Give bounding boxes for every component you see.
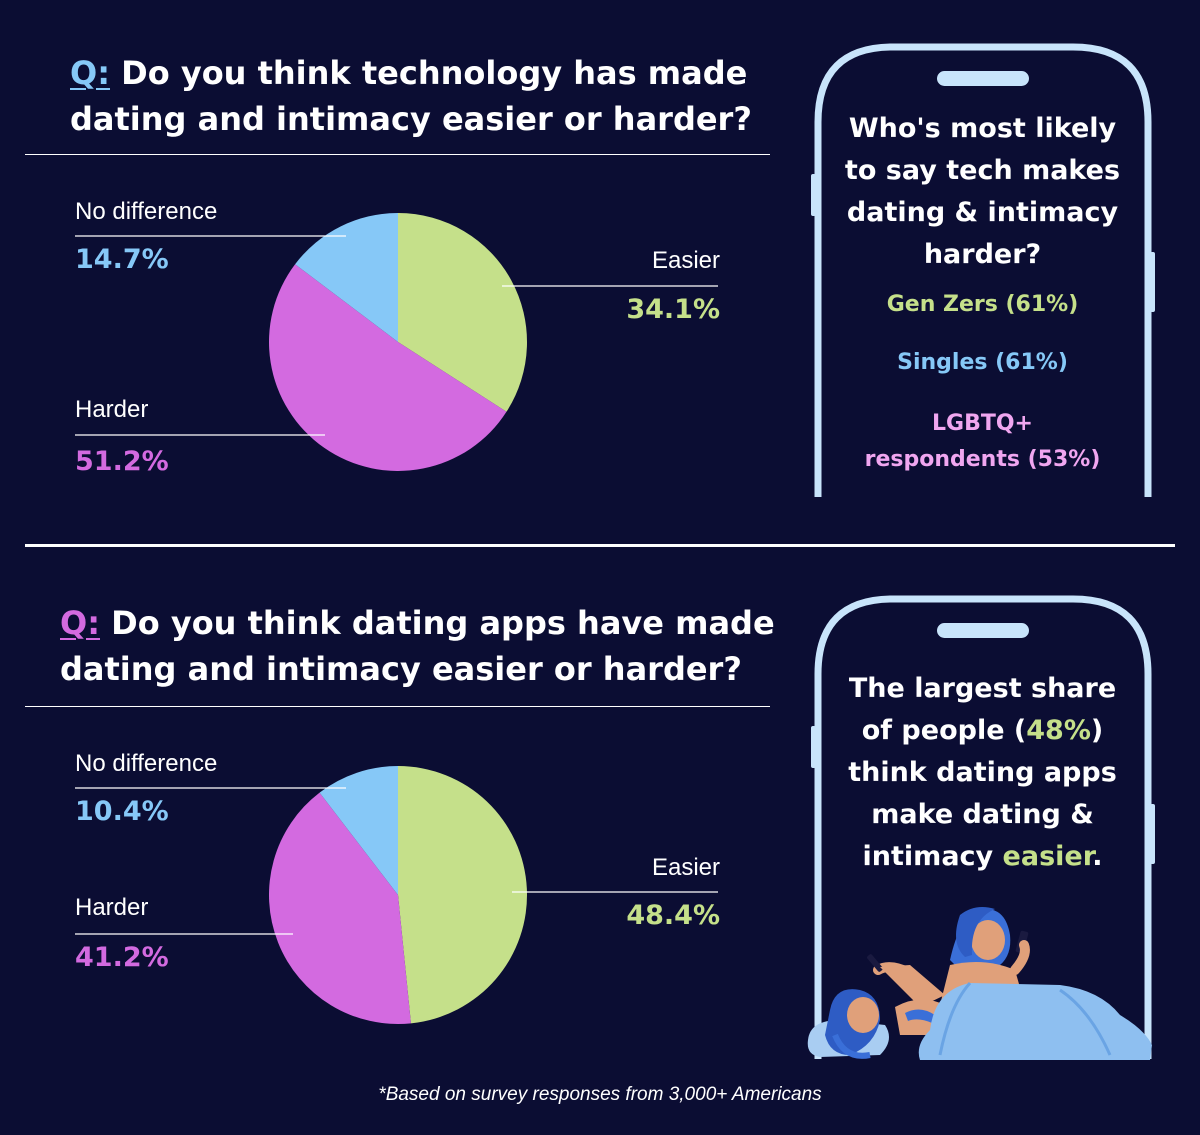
pie1-value-no-difference: 14.7% <box>75 244 169 275</box>
blanket <box>918 983 1152 1060</box>
callout-2-text: The largest share of people (48%) think … <box>845 668 1120 878</box>
reclining-person-face <box>847 997 879 1033</box>
pie2-value-no-difference: 10.4% <box>75 796 169 827</box>
callout-1-item-lgbtq: LGBTQ+ respondents (53%) <box>864 411 1101 472</box>
pie2-label-harder: Harder <box>75 894 149 921</box>
pie2-label-easier: Easier <box>651 854 720 881</box>
question-1-prefix: Q: <box>70 54 110 92</box>
pie-slice-no-difference <box>295 213 398 342</box>
phone-side-button <box>811 174 816 216</box>
pie-slice-no-difference <box>319 766 398 895</box>
phone-notch-1 <box>937 71 1029 86</box>
question-2-text: Do you think dating apps have made datin… <box>60 604 775 688</box>
question-2-prefix: Q: <box>60 604 100 642</box>
pie2-value-harder: 41.2% <box>75 942 169 973</box>
footnote: *Based on survey responses from 3,000+ A… <box>378 1084 822 1105</box>
pie-chart-2 <box>75 766 718 1024</box>
phone-notch-2 <box>937 623 1029 638</box>
callout-2-part1: The largest share of people ( <box>848 673 1117 746</box>
phone-side-button <box>1150 252 1155 312</box>
pie1-label-harder: Harder <box>75 396 149 423</box>
section-divider <box>25 544 1175 547</box>
callout-2-highlight-share: 48% <box>1026 715 1091 746</box>
pie-chart-1 <box>75 213 718 471</box>
question-2-title: Q: Do you think dating apps have made da… <box>60 600 780 692</box>
callout-2-part3: . <box>1092 841 1103 872</box>
pie1-label-no-difference: No difference <box>75 198 218 225</box>
phone-side-button <box>1150 804 1155 864</box>
pie-slice-harder <box>268 792 411 1024</box>
callout-2-highlight-easier: easier <box>1002 841 1093 872</box>
callout-2-part2: ) think dating apps make dating & intima… <box>848 715 1117 872</box>
pie2-value-easier: 48.4% <box>626 900 720 931</box>
pie-slice-easier <box>398 766 528 1024</box>
couple-in-bed-illustration <box>807 907 1152 1060</box>
sitting-person-face <box>971 920 1005 960</box>
question-1-rule <box>25 154 770 155</box>
pie2-label-no-difference: No difference <box>75 750 218 777</box>
pie-slice-easier <box>398 213 527 412</box>
callout-1-item-gen-z: Gen Zers (61%) <box>886 292 1079 317</box>
phone-side-button <box>811 726 816 768</box>
question-2-rule <box>25 706 770 707</box>
phone-prop <box>867 954 883 972</box>
pie1-label-easier: Easier <box>651 247 720 274</box>
phone-frame-2 <box>811 595 1155 1059</box>
pie-slice-harder <box>269 264 507 471</box>
phone-frame-1 <box>811 43 1155 497</box>
callout-1-item-singles: Singles (61%) <box>897 350 1068 375</box>
pie1-value-easier: 34.1% <box>626 294 720 325</box>
question-1-text: Do you think technology has made dating … <box>70 54 752 138</box>
pie1-value-harder: 51.2% <box>75 446 169 477</box>
callout-1-heading: Who's most likely to say tech makes dati… <box>844 113 1121 270</box>
question-1-title: Q: Do you think technology has made dati… <box>70 50 770 142</box>
